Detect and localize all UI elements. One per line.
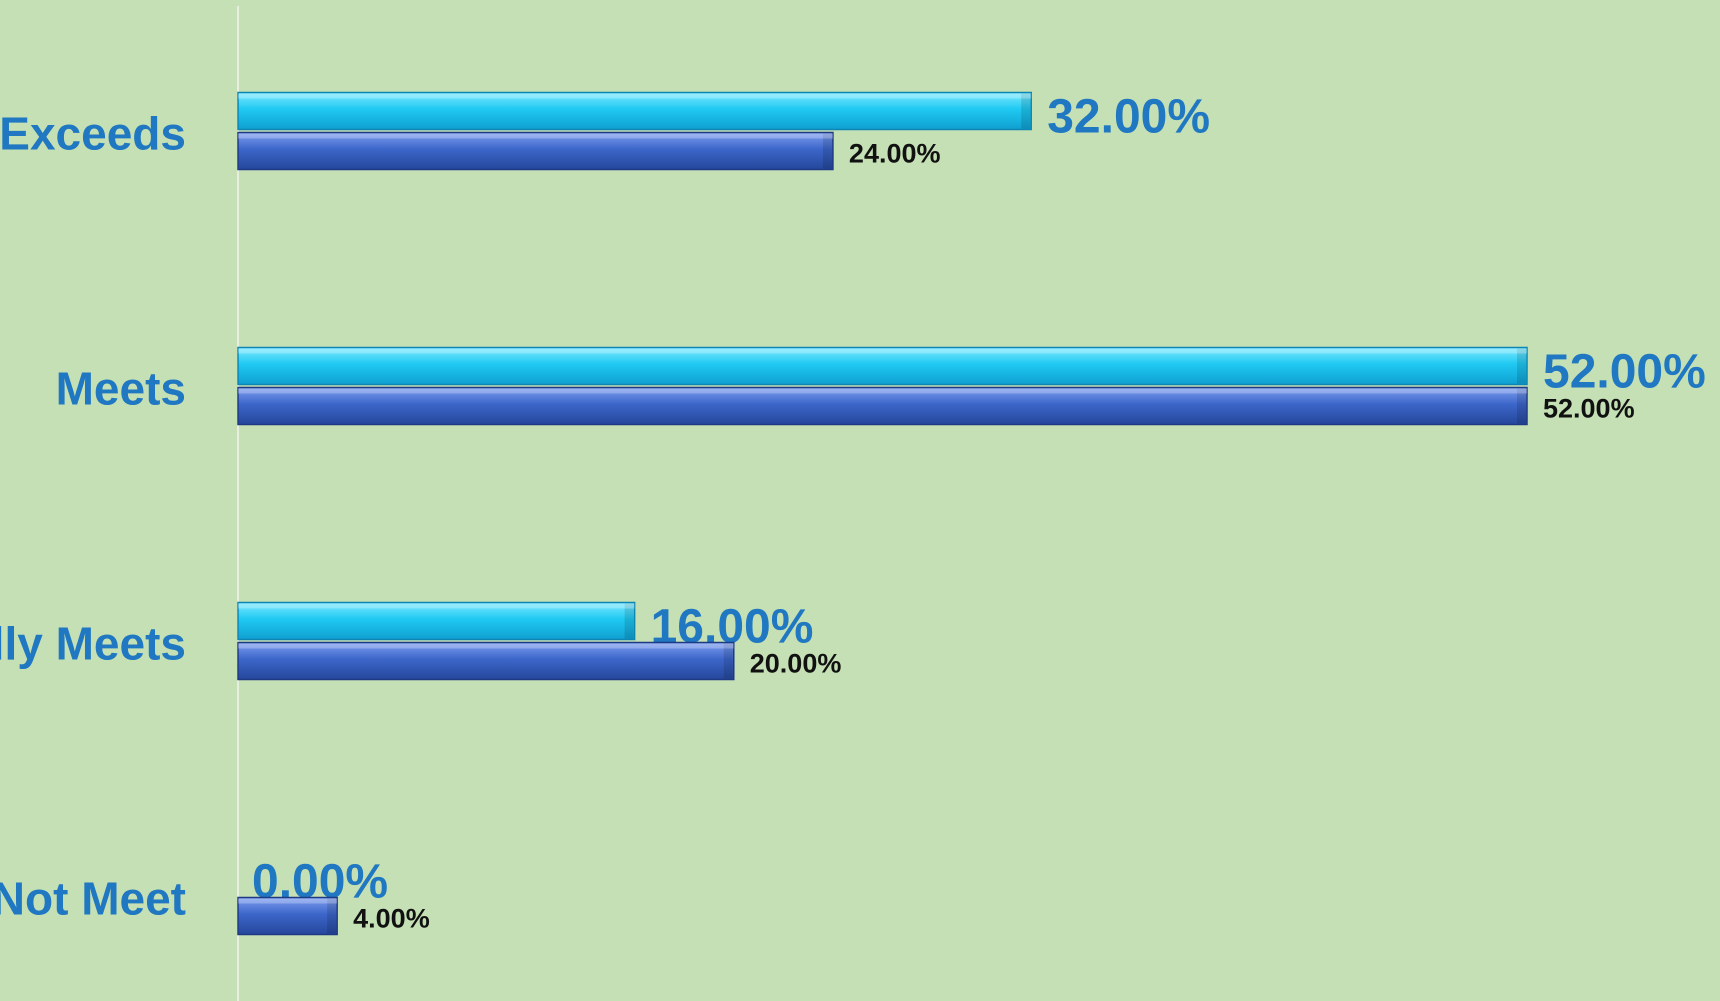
bar-series-1 [237, 91, 1032, 131]
category-label: Meets [56, 363, 186, 415]
bar-bevel [723, 643, 733, 679]
data-label-series-2: 52.00% [1543, 394, 1635, 424]
bar-highlight [238, 388, 1527, 394]
bar-series-2 [237, 386, 1528, 426]
bar-highlight [238, 898, 338, 904]
bar-highlight [238, 643, 734, 649]
bar-bevel [327, 898, 337, 934]
category-label: Exceeds [0, 108, 186, 160]
bar-bevel [1517, 348, 1526, 384]
bar-bevel [822, 133, 832, 169]
category-label: Partially Meets [0, 618, 186, 670]
bar-bevel [624, 603, 634, 639]
bar-series-1 [237, 346, 1528, 386]
bar-highlight [238, 93, 1032, 99]
bar-highlight [238, 348, 1527, 354]
bar-series-1 [237, 601, 636, 641]
data-label-series-1: 32.00% [1047, 91, 1210, 144]
bar-bevel [1517, 388, 1526, 424]
data-label-series-2: 24.00% [849, 139, 941, 169]
category-label: Does Not Meet [0, 873, 186, 925]
data-label-series-2: 4.00% [353, 904, 430, 934]
data-label-series-2: 20.00% [750, 649, 842, 679]
bar-series-2 [237, 896, 338, 936]
bar-bevel [1021, 93, 1031, 129]
bar-series-2 [237, 131, 834, 171]
bar-highlight [238, 133, 833, 139]
bar-series-2 [237, 641, 735, 681]
data-label-series-1: 52.00% [1543, 346, 1706, 399]
bar-highlight [238, 603, 635, 609]
